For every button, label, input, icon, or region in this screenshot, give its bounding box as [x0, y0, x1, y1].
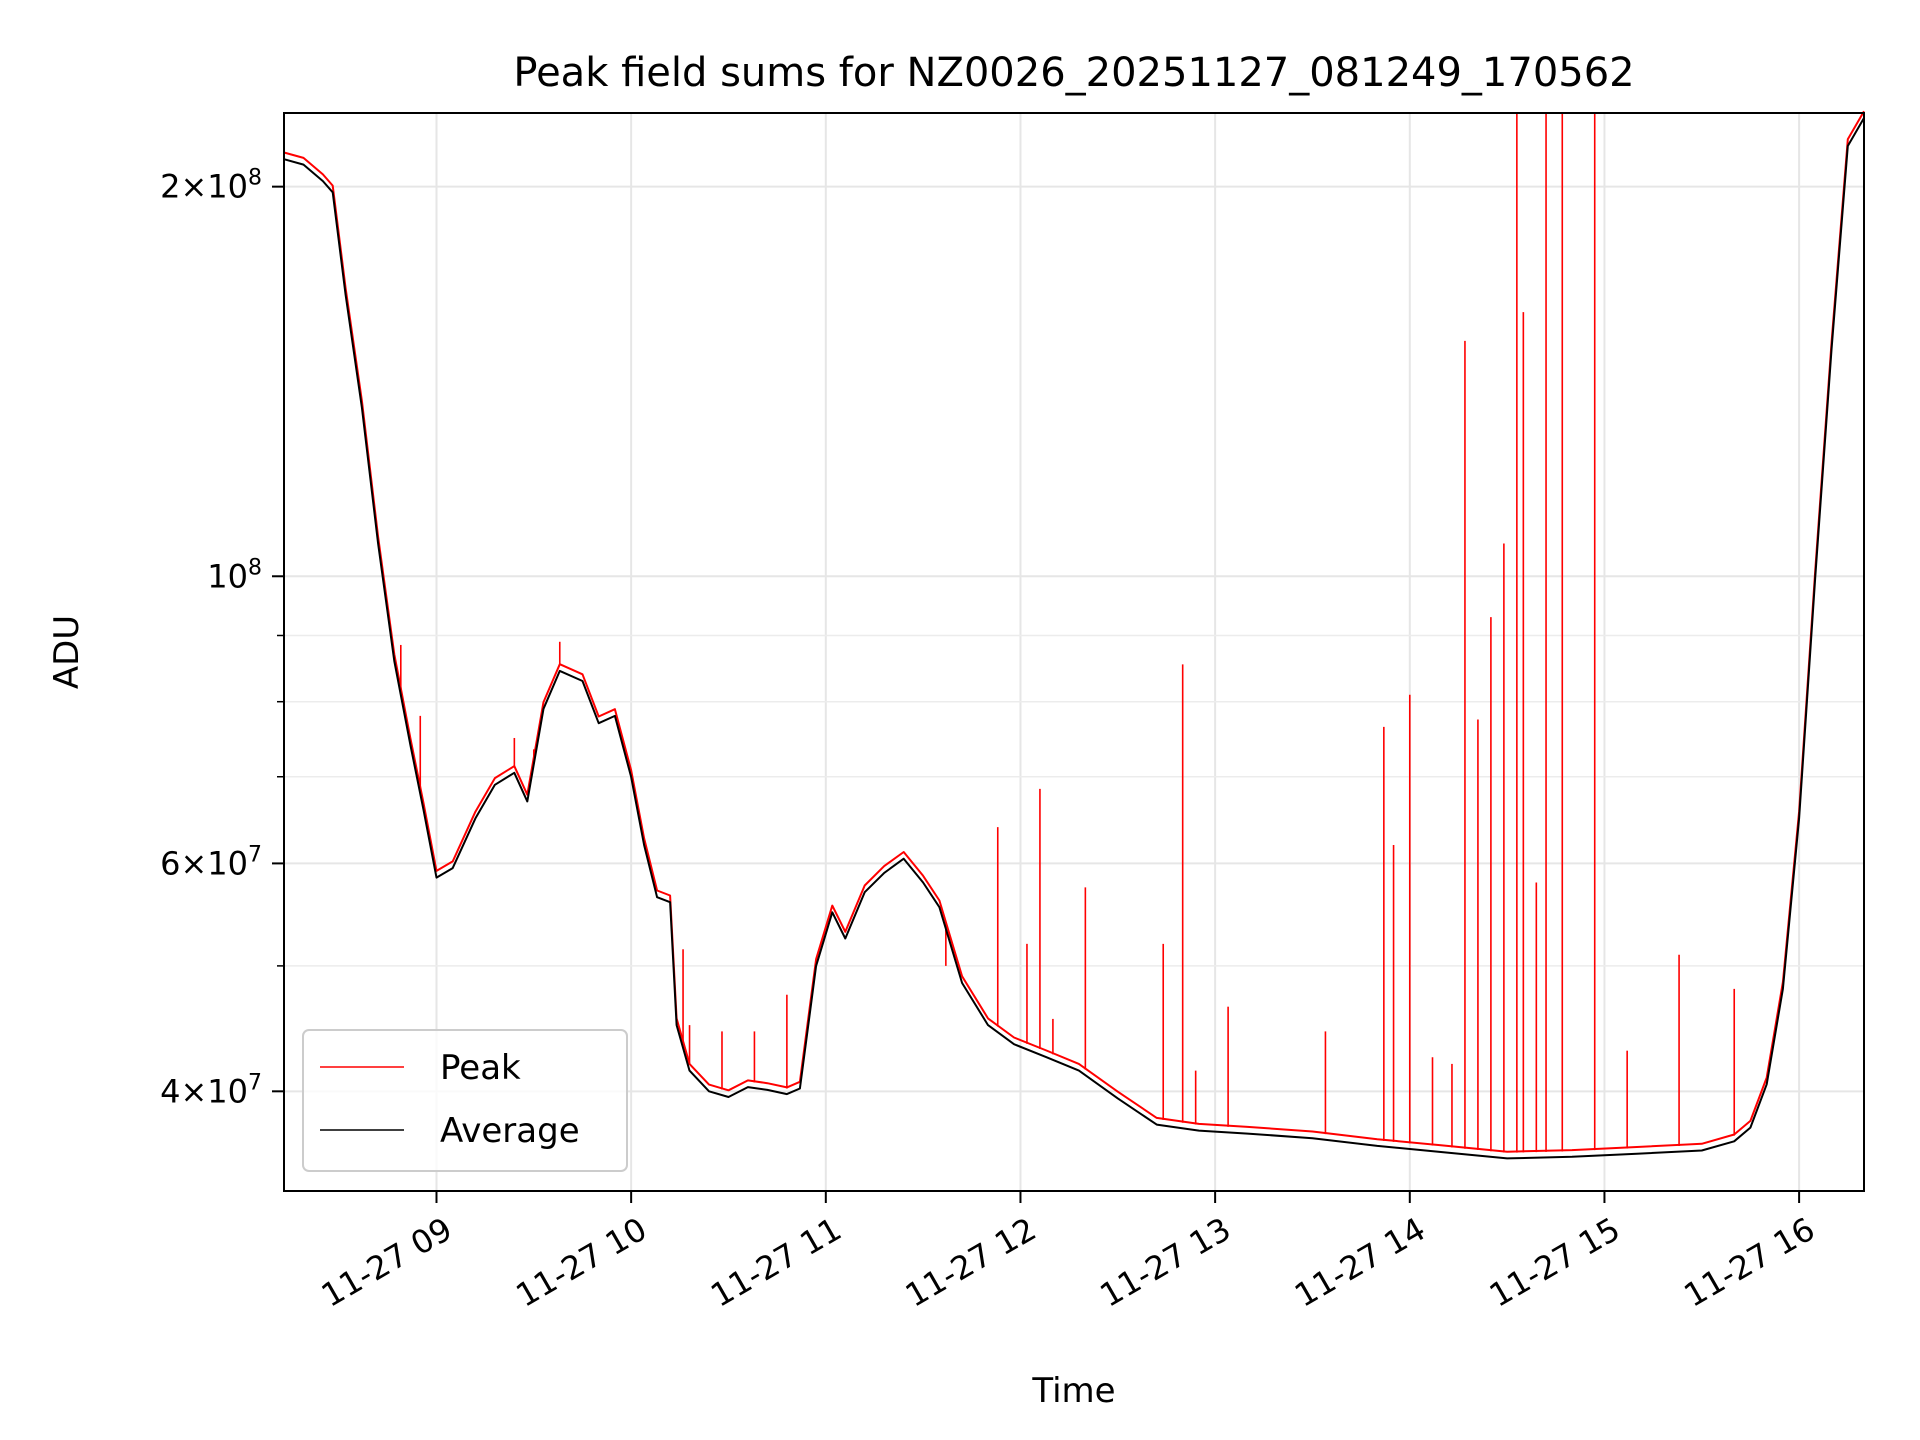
legend-box: [302, 1029, 628, 1172]
series-line-average: [283, 117, 1865, 1160]
x-axis-label: Time: [1031, 1371, 1115, 1411]
chart-title: Peak field sums for NZ0026_20251127_0812…: [513, 50, 1634, 96]
y-axis-label: ADU: [47, 615, 87, 689]
plot-frame: [283, 112, 1865, 1192]
legend-label-average: Average: [440, 1111, 580, 1151]
y-tick-label: 4×107: [160, 1070, 262, 1110]
legend: Peak Average: [302, 1029, 628, 1172]
plot-area: [283, 110, 1865, 1160]
y-tick-label: 6×107: [160, 842, 262, 882]
y-tick-label: 108: [207, 555, 262, 595]
grid: [284, 113, 1864, 1191]
y-tick-label: 2×108: [160, 166, 262, 206]
y-axis: 4×107 6×107 108 2×108: [160, 166, 284, 1110]
legend-label-peak: Peak: [440, 1048, 521, 1088]
